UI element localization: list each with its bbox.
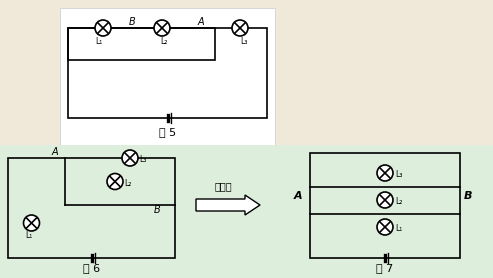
Text: 图 5: 图 5 [159, 127, 176, 137]
Circle shape [232, 20, 248, 36]
Circle shape [122, 150, 138, 166]
Bar [310, 153, 460, 258]
Circle shape [377, 219, 393, 235]
Text: L₃: L₃ [240, 37, 247, 46]
Bar [0, 145, 493, 278]
Text: L₂: L₂ [395, 197, 402, 206]
Circle shape [95, 20, 111, 36]
Bar [68, 28, 215, 60]
Text: 图 6: 图 6 [83, 263, 100, 273]
Text: A: A [293, 191, 302, 201]
Circle shape [107, 173, 123, 190]
Circle shape [377, 192, 393, 208]
Bar [68, 28, 267, 118]
Circle shape [377, 165, 393, 181]
Text: B: B [154, 205, 161, 215]
Circle shape [24, 215, 39, 231]
Text: B: B [129, 17, 136, 27]
Text: L₃: L₃ [139, 155, 146, 164]
Text: 处理后: 处理后 [214, 181, 232, 191]
Bar [8, 158, 175, 258]
Circle shape [154, 20, 170, 36]
Text: L₃: L₃ [395, 170, 402, 179]
Text: L₁: L₁ [95, 37, 103, 46]
Text: L₂: L₂ [124, 178, 131, 187]
Text: L₂: L₂ [160, 37, 168, 46]
Text: L₁: L₁ [395, 224, 402, 233]
Bar [60, 8, 275, 148]
Text: B: B [464, 191, 472, 201]
Text: 图 7: 图 7 [376, 263, 393, 273]
Polygon shape [196, 195, 260, 215]
Text: A: A [198, 17, 204, 27]
Text: A: A [51, 147, 58, 157]
Text: L₁: L₁ [25, 231, 32, 240]
